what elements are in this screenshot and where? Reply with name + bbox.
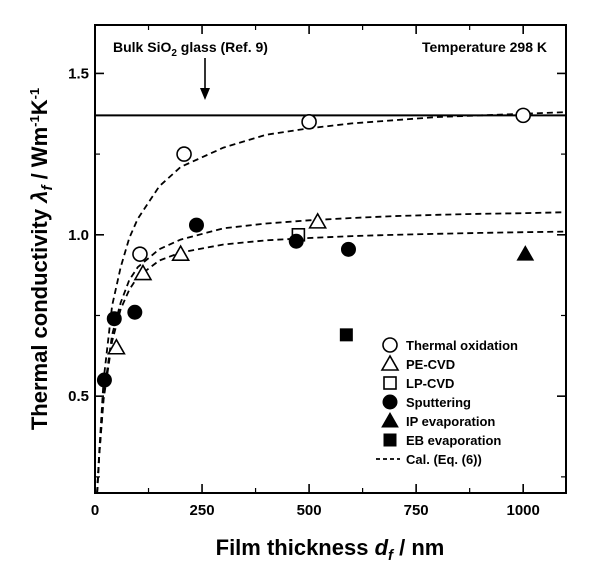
point-thermal-oxidation [515,107,531,124]
point-sputtering [340,241,356,257]
x-tick-label: 250 [190,502,215,519]
legend-label-cal-eq-6: Cal. (Eq. (6)) [406,452,482,467]
legend-marker-sputtering [382,394,398,410]
legend-label-lp-cvd: LP-CVD [406,376,454,391]
x-tick-label: 750 [404,502,429,519]
legend-marker-ip-evaporation [381,411,399,428]
legend: Thermal oxidation PE-CVD LP-CVD Sputtering I… [376,337,518,467]
legend-marker-eb-evaporation [383,433,397,447]
legend-label-sputtering: Sputtering [406,395,471,410]
x-axis-label: Film thickness df / nm [216,535,445,564]
point-sputtering [188,217,204,233]
point-sputtering [96,372,112,388]
temperature-annotation: Temperature 298 K [422,39,547,55]
point-thermal-oxidation [176,146,192,162]
y-tick-label: 1.0 [68,227,89,244]
y-axis-label: Thermal conductivity λf / Wm-1K-1 [27,88,56,430]
point-sputtering [127,304,143,320]
point-eb-evaporation [339,328,353,342]
x-tick-label: 500 [297,502,322,519]
legend-marker-thermal-oxidation [382,337,398,353]
x-tick-label: 1000 [506,502,539,519]
point-pe-cvd [107,338,126,355]
y-tick-label: 0.5 [68,388,89,405]
point-thermal-oxidation [301,114,317,130]
legend-marker-lp-cvd [383,376,397,390]
y-tick-label: 1.5 [68,65,89,82]
point-ip-evaporation [516,245,535,261]
legend-label-pe-cvd: PE-CVD [406,357,455,372]
point-sputtering [106,311,122,327]
bulk-arrow [200,58,210,100]
axis-ticks: 0 250 500 750 1000 0.5 1.0 1.5 [68,25,566,519]
fit-curve-2 [96,211,567,494]
plot-frame [94,24,567,494]
point-pe-cvd [171,244,191,261]
legend-marker-pe-cvd [380,354,400,371]
legend-label-ip-evaporation: IP evaporation [406,414,495,429]
bulk-annotation: Bulk SiO2 glass (Ref. 9) [113,39,268,59]
point-pe-cvd [133,263,153,281]
point-sputtering [288,233,304,249]
point-thermal-oxidation [132,246,148,262]
x-tick-label: 0 [91,502,99,519]
legend-label-thermal-oxidation: Thermal oxidation [406,338,518,353]
data-points [96,107,535,388]
point-pe-cvd [308,212,328,229]
legend-label-eb-evaporation: EB evaporation [406,433,501,448]
fit-curve-3 [96,230,567,494]
